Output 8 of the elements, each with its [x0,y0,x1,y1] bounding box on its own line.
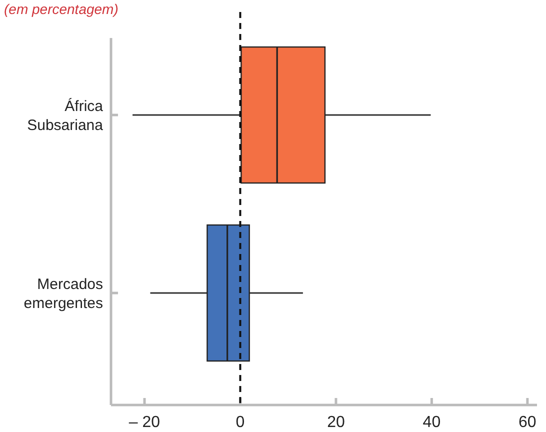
x-tick-label: 40 [422,414,441,431]
x-tick-label: 60 [518,414,536,431]
x-tick-label: 20 [327,414,345,431]
y-tick-label: Mercados emergentes [24,276,103,312]
y-tick-label: África Subsariana [27,97,104,134]
chart-title: (em percentagem) [4,1,118,17]
x-tick-label: – 20 [128,414,160,431]
x-tick-label: 0 [236,414,245,431]
